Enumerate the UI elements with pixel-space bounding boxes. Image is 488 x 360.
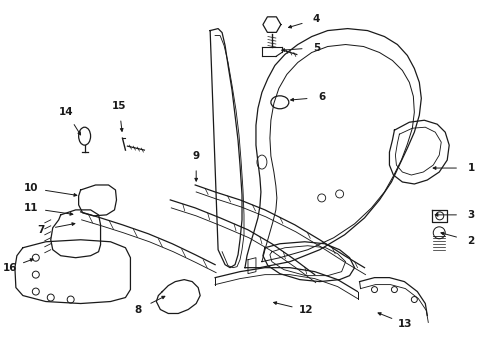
Text: 13: 13 xyxy=(397,319,412,329)
Text: 5: 5 xyxy=(312,42,320,53)
Text: 1: 1 xyxy=(467,163,474,173)
Text: 8: 8 xyxy=(134,305,141,315)
Text: 4: 4 xyxy=(312,14,319,24)
Text: 15: 15 xyxy=(112,102,126,111)
Text: 16: 16 xyxy=(2,263,17,273)
Text: 14: 14 xyxy=(59,107,74,117)
Text: 11: 11 xyxy=(23,203,38,213)
Text: 12: 12 xyxy=(299,305,313,315)
Text: 10: 10 xyxy=(24,183,38,193)
Text: 7: 7 xyxy=(37,225,44,235)
Text: 6: 6 xyxy=(317,92,325,102)
Text: 9: 9 xyxy=(192,151,199,161)
Text: 3: 3 xyxy=(467,210,474,220)
Text: 2: 2 xyxy=(466,236,473,246)
